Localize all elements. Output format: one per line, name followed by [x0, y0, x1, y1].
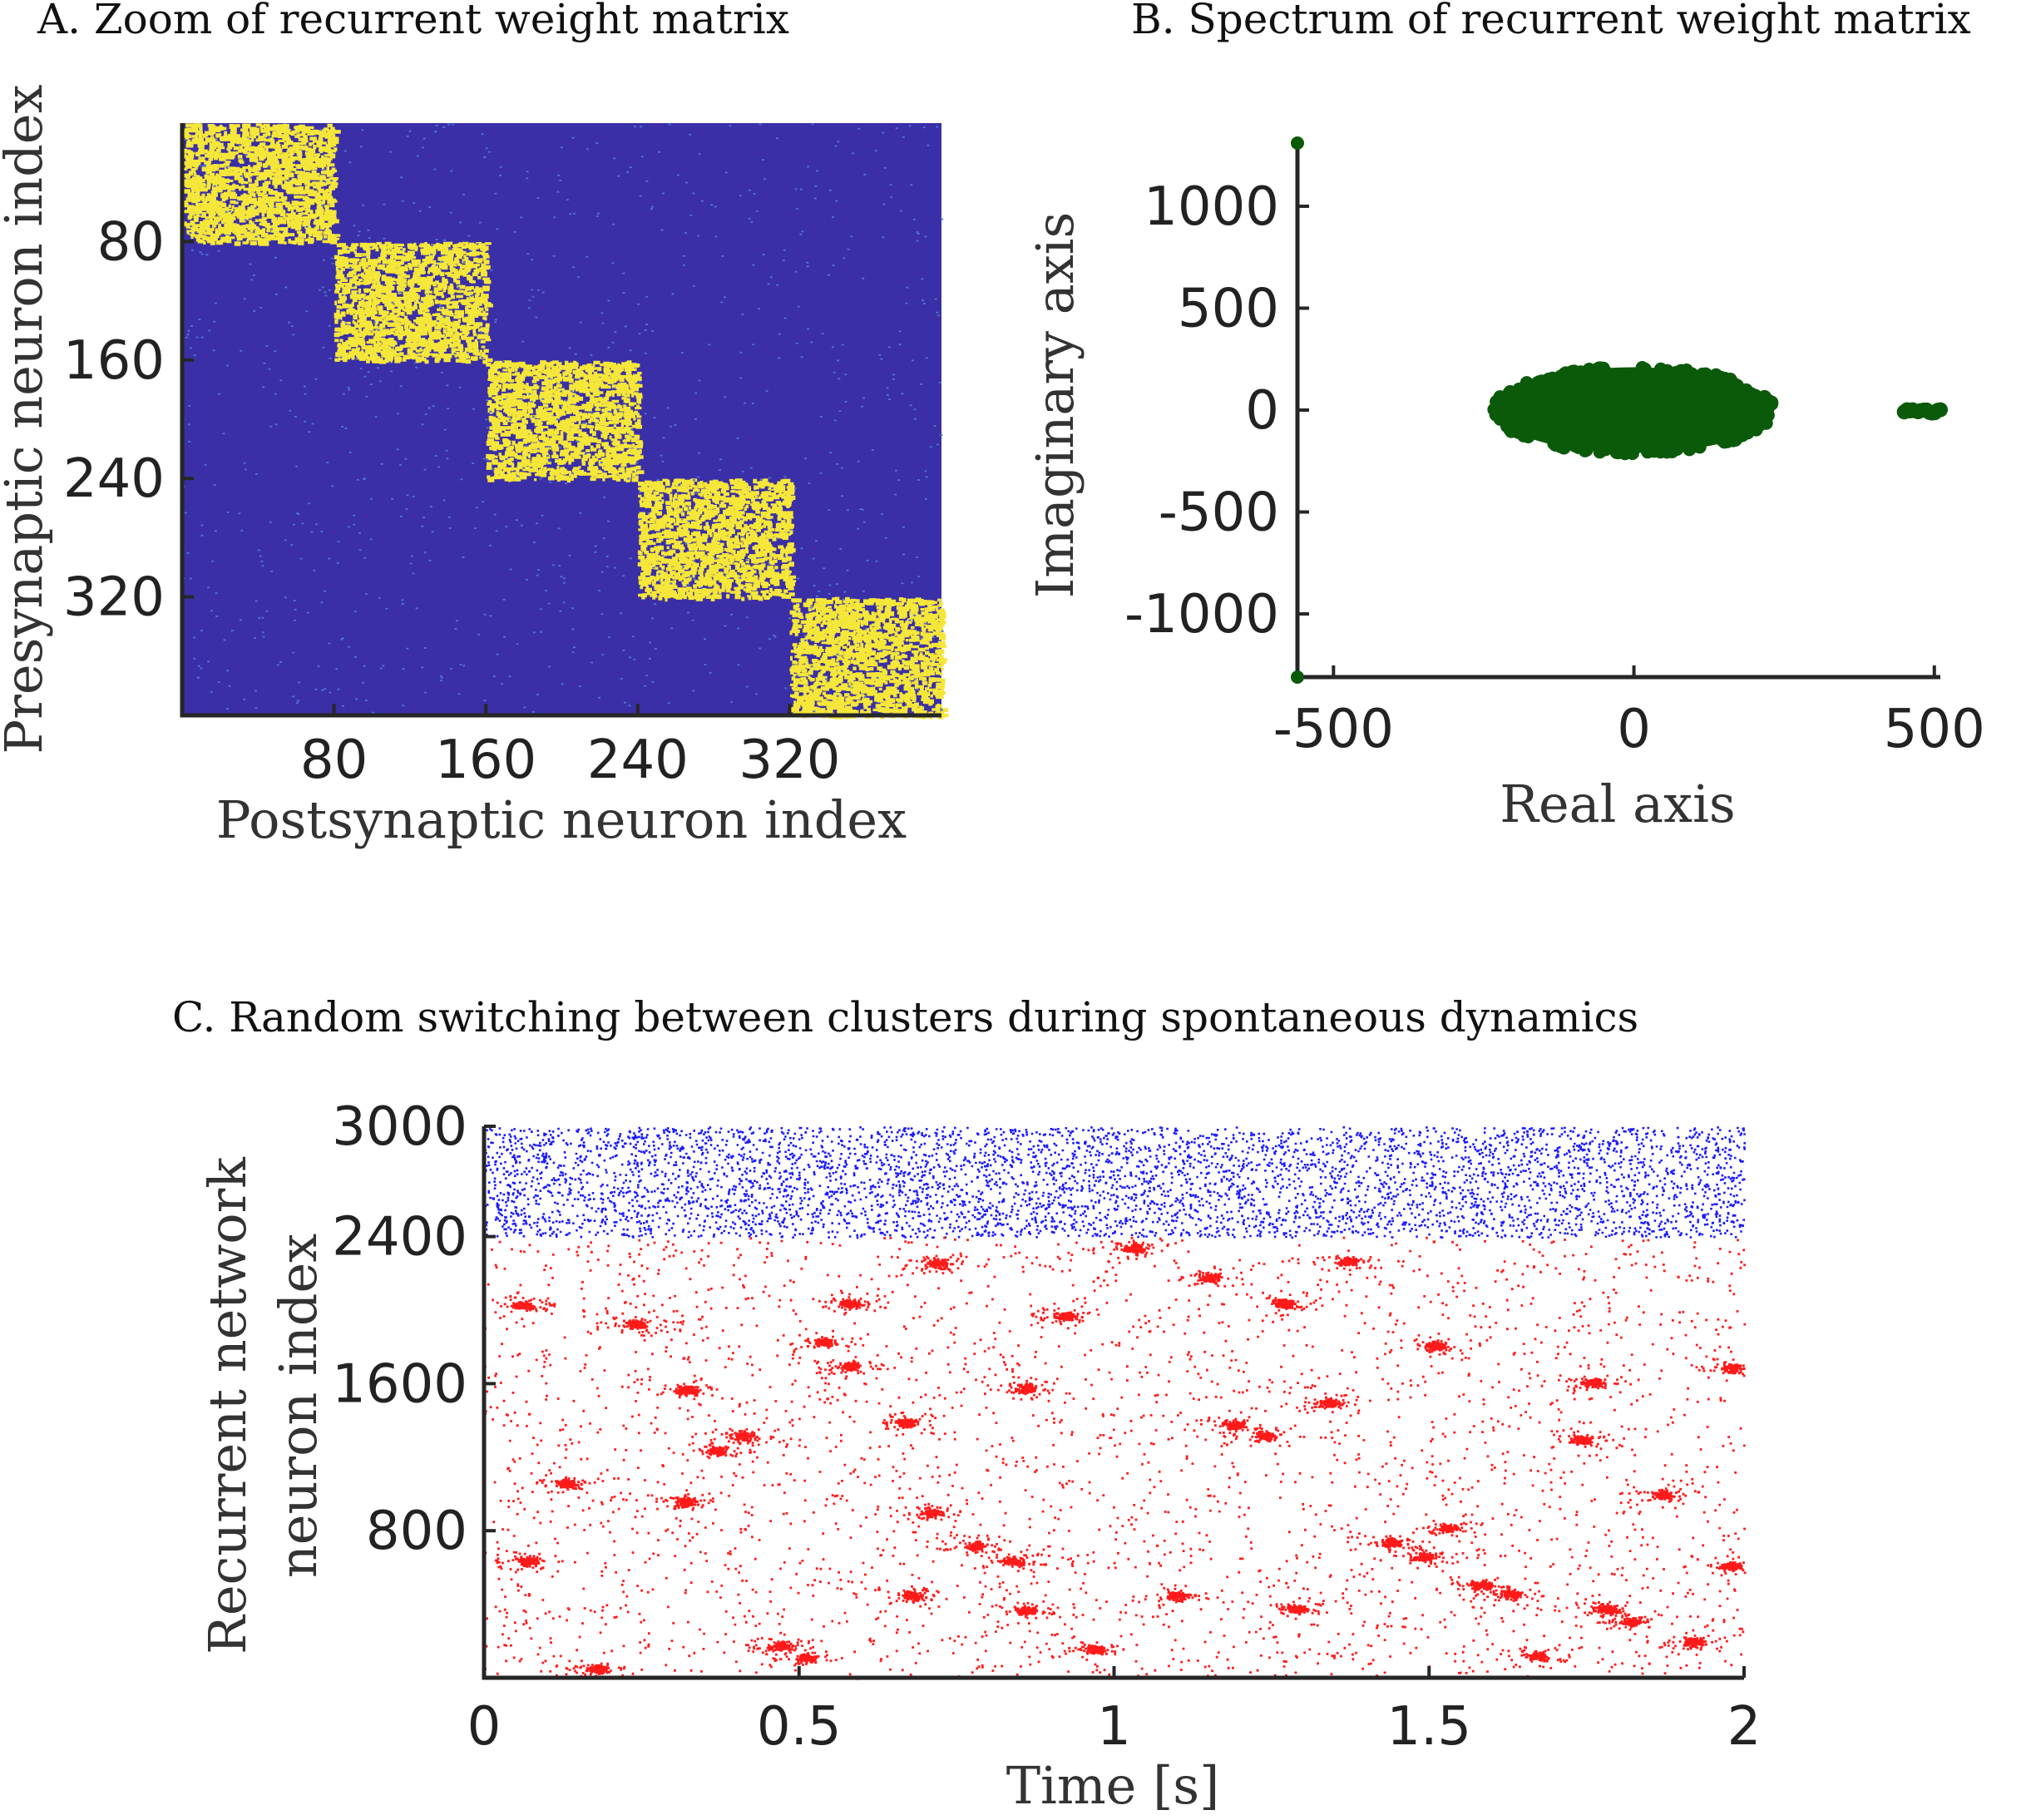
- inhibitory-spike-points: [484, 1126, 1746, 1239]
- b-ytick-label: 0: [1245, 380, 1279, 442]
- eigenvalue-point: [1554, 369, 1568, 383]
- a-ytick-label: 240: [63, 448, 165, 510]
- eigenvalue-point: [1564, 367, 1579, 381]
- eigenvalue-point: [1577, 441, 1591, 455]
- panel-c-title: C. Random switching between clusters dur…: [172, 993, 1638, 1041]
- panel-a: A. Zoom of recurrent weight matrix 80 160…: [0, 0, 949, 850]
- eigenvalue-point: [1757, 416, 1772, 430]
- panel-a-axes: [180, 123, 941, 718]
- eigenvalue-point: [1660, 364, 1674, 378]
- eigenvalue-points: [1291, 136, 1948, 684]
- eigenvalue-bulk: [1495, 367, 1772, 453]
- a-xtick-label: 320: [739, 729, 840, 791]
- excitatory-spikes: [484, 1236, 1747, 1680]
- c-ytick-label: 2400: [332, 1207, 467, 1269]
- panel-a-xlabel: Postsynaptic neuron index: [216, 789, 907, 850]
- c-xtick-label: 1.5: [1386, 1696, 1471, 1758]
- eigenvalue-point: [1679, 364, 1693, 377]
- eigenvalue-point: [1635, 361, 1649, 374]
- panel-c-ylabel-line1: Recurrent network: [197, 1157, 258, 1654]
- eigenvalue-outlier: [1291, 136, 1304, 150]
- eigenvalue-point: [1599, 443, 1613, 457]
- c-xtick-label: 0: [467, 1696, 502, 1758]
- a-xtick-label: 80: [300, 729, 368, 791]
- eigenvalue-point: [1613, 444, 1627, 457]
- panel-a-title: A. Zoom of recurrent weight matrix: [37, 0, 789, 43]
- eigenvalue-point: [1496, 392, 1510, 406]
- panel-a-ylabel: Presynaptic neuron index: [0, 85, 54, 754]
- eigenvalue-point: [1511, 422, 1524, 436]
- cluster-block-4: [637, 478, 797, 602]
- eigenvalue-bulk-edge: [1487, 361, 1779, 461]
- panel-a-ticks: 80 160 240 320 80 160 240 320: [63, 211, 841, 791]
- panel-c: C. Random switching between clusters dur…: [172, 993, 1761, 1816]
- cluster-weights-4: [637, 478, 797, 602]
- panel-b: B. Spectrum of recurrent weight matrix -…: [1025, 0, 1985, 834]
- weight-matrix-heatmap: [182, 123, 949, 720]
- eigenvalue-point: [1757, 389, 1772, 403]
- eigenvalue-point: [1720, 434, 1734, 448]
- b-xtick-label: 500: [1884, 699, 1985, 760]
- panel-c-ylabel-line2: neuron index: [268, 1234, 329, 1578]
- panel-c-ticks: 0 0.5 1 1.5 2 800 1600 2400 3000: [332, 1096, 1761, 1758]
- c-xtick-label: 1: [1097, 1696, 1131, 1758]
- panel-b-ticks: -500 0 500 1000 500 0 -500 -1000: [1124, 176, 1985, 760]
- cluster-block-5: [789, 596, 949, 720]
- eigenvalue-point: [1692, 440, 1707, 454]
- panel-b-title: B. Spectrum of recurrent weight matrix: [1131, 0, 1971, 43]
- eigenvalue-point: [1660, 445, 1674, 459]
- a-ytick-label: 160: [63, 330, 165, 392]
- panel-b-xlabel: Real axis: [1500, 774, 1735, 834]
- eigenvalue-outlier: [1291, 670, 1304, 684]
- inhibitory-spikes: [484, 1126, 1746, 1239]
- eigenvalue-point: [1741, 426, 1755, 440]
- a-ytick-label: 80: [97, 211, 165, 273]
- c-ytick-label: 3000: [332, 1096, 467, 1158]
- excitatory-spike-points: [484, 1236, 1747, 1680]
- spike-raster: [484, 1126, 1747, 1680]
- eigenvalue-point: [1555, 440, 1569, 454]
- c-xtick-label: 0.5: [757, 1696, 842, 1758]
- c-ytick-label: 1600: [332, 1353, 467, 1415]
- b-xtick-label: 0: [1617, 699, 1651, 760]
- b-ytick-label: -500: [1159, 482, 1279, 544]
- b-ytick-label: 500: [1178, 278, 1279, 339]
- c-ytick-label: 800: [366, 1501, 467, 1562]
- eigenvalue-point: [1542, 372, 1556, 386]
- panel-b-ylabel: Imaginary axis: [1025, 212, 1085, 599]
- eigenvalue-point: [1698, 367, 1712, 381]
- b-ytick-label: 1000: [1144, 176, 1279, 238]
- cluster-weights-1: [182, 123, 341, 246]
- cluster-block-1: [182, 123, 341, 246]
- eigenvalue-point: [1717, 371, 1732, 385]
- b-xtick-label: -500: [1273, 699, 1394, 760]
- a-ytick-label: 320: [63, 567, 165, 629]
- panel-c-xlabel: Time [s]: [1006, 1755, 1220, 1816]
- cluster-weights-3: [486, 360, 645, 483]
- cluster-weights-2: [334, 241, 493, 364]
- eigenvalue-point: [1598, 364, 1612, 378]
- eigenvalue-point: [1670, 443, 1684, 456]
- eigenvalue-point: [1489, 408, 1503, 422]
- a-xtick-label: 240: [587, 729, 689, 791]
- a-xtick-label: 160: [435, 729, 536, 791]
- cluster-block-3: [486, 360, 645, 483]
- cluster-weights-5: [789, 596, 949, 720]
- c-xtick-label: 2: [1727, 1696, 1762, 1758]
- cluster-block-2: [334, 241, 493, 364]
- eigenvalue-outlier: [1933, 402, 1948, 418]
- b-ytick-label: -1000: [1124, 584, 1279, 645]
